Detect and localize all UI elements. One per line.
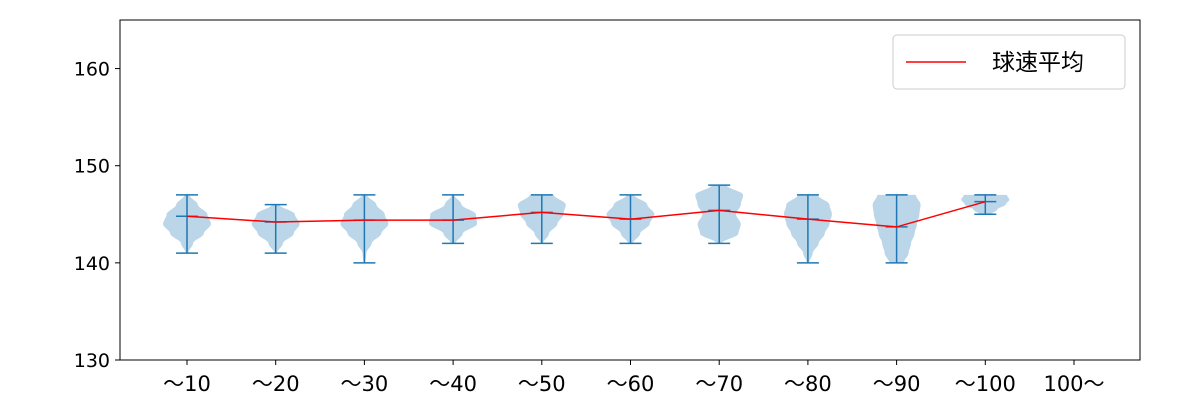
x-tick-label: ～50 xyxy=(518,372,566,396)
x-tick-label: ～100 xyxy=(955,372,1016,396)
violin-bodies xyxy=(163,185,1010,263)
legend: 球速平均 xyxy=(892,34,1126,90)
legend-label: 球速平均 xyxy=(992,50,1084,76)
x-tick-label: ～70 xyxy=(695,372,743,396)
y-tick-label: 150 xyxy=(74,156,110,178)
x-tick-label: ～40 xyxy=(429,372,477,396)
x-tick-label: ～80 xyxy=(784,372,832,396)
y-tick-label: 140 xyxy=(74,253,110,275)
y-tick-label: 130 xyxy=(74,350,110,372)
mean-series-line xyxy=(186,200,986,228)
axes xyxy=(115,19,1141,365)
x-tick-label: ～30 xyxy=(341,372,389,396)
legend-box xyxy=(892,34,1126,90)
x-tick-label: ～10 xyxy=(163,372,211,396)
mean-line-layer xyxy=(186,200,986,228)
tick-labels: 130 140 150 160 ～10 ～20 ～30 ～40 ～50 ～60 ～70 ～80 ～90 ～… xyxy=(74,59,1105,396)
x-tick-label: 100～ xyxy=(1043,372,1104,396)
x-tick-label: ～90 xyxy=(873,372,921,396)
x-tick-label: ～20 xyxy=(252,372,300,396)
y-tick-label: 160 xyxy=(74,59,110,81)
x-tick-label: ～60 xyxy=(607,372,655,396)
